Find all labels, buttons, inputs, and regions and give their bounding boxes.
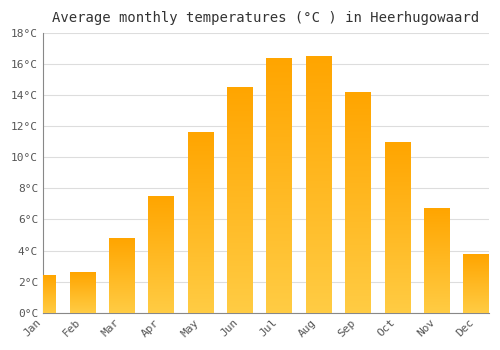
Title: Average monthly temperatures (°C ) in Heerhugowaard: Average monthly temperatures (°C ) in He…: [52, 11, 480, 25]
